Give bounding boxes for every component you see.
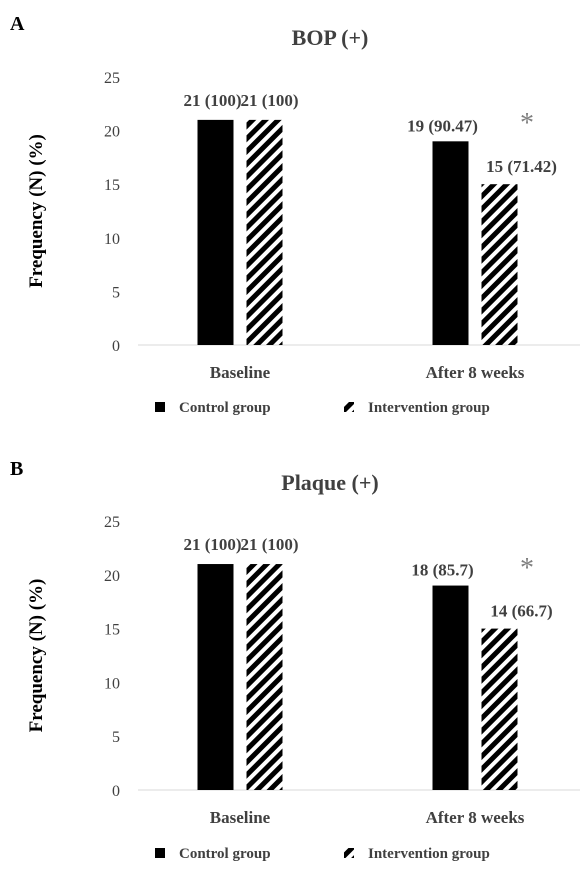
bar-intervention [246, 564, 283, 790]
legend-label: Intervention group [368, 400, 490, 416]
data-label: 21 (100) [240, 535, 298, 554]
y-tick-label: 5 [112, 284, 120, 301]
panel-letter: B [10, 458, 23, 480]
data-label: 15 (71.42) [486, 157, 557, 176]
y-tick-label: 25 [104, 70, 120, 87]
y-axis-label: Frequency (N) (%) [26, 134, 47, 288]
category-label: Baseline [210, 363, 271, 382]
y-tick-label: 20 [104, 568, 120, 585]
y-tick-label: 0 [112, 783, 120, 800]
y-tick-label: 15 [104, 177, 120, 194]
legend-swatch-intervention [344, 848, 354, 858]
legend-label: Intervention group [368, 846, 490, 862]
bar-control [432, 141, 469, 345]
data-label: 21 (100) [183, 535, 241, 554]
significance-asterisk: * [520, 553, 534, 584]
legend-label: Control group [179, 846, 271, 862]
bar-intervention [481, 184, 518, 345]
bar-control [197, 119, 234, 345]
category-label: Baseline [210, 808, 271, 827]
legend-swatch-control [155, 402, 165, 412]
category-label: After 8 weeks [426, 363, 525, 382]
legend-swatch-intervention [344, 402, 354, 412]
chart-title: Plaque (+) [281, 470, 378, 495]
y-tick-label: 10 [104, 231, 120, 248]
y-axis-label: Frequency (N) (%) [26, 579, 47, 733]
y-tick-label: 0 [112, 338, 120, 355]
significance-asterisk: * [520, 108, 534, 139]
bar-control [432, 585, 469, 790]
category-label: After 8 weeks [426, 808, 525, 827]
y-tick-label: 5 [112, 729, 120, 746]
data-label: 19 (90.47) [407, 116, 478, 135]
legend-swatch-control [155, 848, 165, 858]
y-tick-label: 25 [104, 514, 120, 531]
y-tick-label: 15 [104, 622, 120, 639]
bar-intervention [246, 119, 283, 345]
y-tick-label: 20 [104, 124, 120, 141]
data-label: 21 (100) [240, 91, 298, 110]
data-label: 14 (66.7) [490, 602, 552, 621]
bar-control [197, 564, 234, 790]
legend-label: Control group [179, 400, 271, 416]
panel-letter: A [10, 13, 25, 35]
chart-title: BOP (+) [292, 25, 369, 50]
y-tick-label: 10 [104, 675, 120, 692]
data-label: 21 (100) [183, 91, 241, 110]
bar-intervention [481, 628, 518, 790]
data-label: 18 (85.7) [411, 561, 473, 580]
